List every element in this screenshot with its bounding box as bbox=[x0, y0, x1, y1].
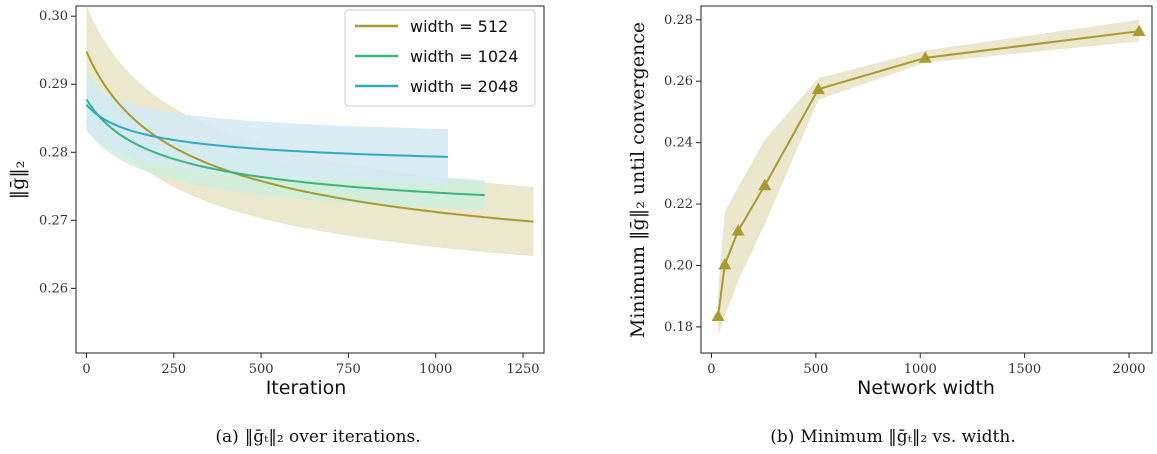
triangle-marker bbox=[718, 258, 732, 270]
x-tick-label: 0 bbox=[707, 362, 715, 377]
x-tick-label: 2000 bbox=[1112, 362, 1145, 377]
legend-label-2: width = 2048 bbox=[410, 77, 518, 96]
y-tick-label: 0.28 bbox=[39, 145, 68, 160]
x-axis-label-b: Network width bbox=[857, 377, 995, 399]
markers-b bbox=[711, 24, 1146, 322]
triangle-marker bbox=[918, 51, 932, 63]
y-axis-label-b: Minimum ‖ḡ‖₂ until convergence bbox=[627, 22, 649, 338]
legend-label-0: width = 512 bbox=[410, 17, 508, 36]
x-tick-label: 0 bbox=[82, 362, 90, 377]
band-series-2 bbox=[86, 78, 448, 185]
y-tick-label: 0.26 bbox=[664, 74, 693, 89]
caption-b-tag: (b) bbox=[770, 427, 794, 447]
x-tick-label: 1500 bbox=[1008, 362, 1041, 377]
x-tick-label: 1000 bbox=[904, 362, 937, 377]
triangle-marker bbox=[758, 178, 772, 191]
panel-a: 0 250 500 750 1000 1250 0.260.270.280.290.30 … bbox=[7, 5, 545, 447]
x-tick-label: 750 bbox=[336, 362, 361, 377]
confidence-bands-a bbox=[86, 5, 534, 257]
line-series-1 bbox=[85, 98, 485, 197]
y-ticks-b: 0.18 0.20 0.22 0.24 0.26 0.28 bbox=[664, 13, 701, 335]
x-tick-label: 500 bbox=[803, 362, 828, 377]
triangle-marker bbox=[711, 309, 725, 322]
y-ticks-a: 0.26 0.27 0.28 0.29 0.30 bbox=[39, 9, 76, 296]
y-tick-label: 0.29 bbox=[39, 77, 68, 92]
panel-b: 0 500 1000 1500 2000 0.18 0.20 0.22 0.24 0.26 0.2… bbox=[627, 5, 1153, 447]
caption-b-text: Minimum ‖ḡₜ‖₂ vs. width. bbox=[800, 427, 1015, 447]
x-tick-label: 250 bbox=[161, 362, 186, 377]
y-tick-label: 0.28 bbox=[664, 13, 693, 28]
line-series-2 bbox=[85, 104, 448, 158]
x-ticks-a: 0 250 500 750 1000 1250 bbox=[82, 353, 540, 377]
x-ticks-b: 0 500 1000 1500 2000 bbox=[707, 353, 1146, 377]
y-tick-label: 0.27 bbox=[39, 213, 68, 228]
y-tick-label: 0.24 bbox=[664, 136, 693, 151]
y-tick-label: 0.20 bbox=[664, 258, 693, 273]
triangle-marker bbox=[1132, 24, 1146, 37]
triangle-marker bbox=[811, 82, 825, 95]
y-tick-label: 0.30 bbox=[39, 9, 68, 24]
x-tick-label: 500 bbox=[249, 362, 274, 377]
caption-a-text: ‖ḡₜ‖₂ over iterations. bbox=[245, 427, 421, 447]
caption-b: (b) Minimum ‖ḡₜ‖₂ vs. width. bbox=[770, 427, 1015, 447]
y-tick-label: 0.26 bbox=[39, 281, 68, 296]
y-axis-label-a: ‖ḡ‖₂ bbox=[7, 161, 29, 200]
triangle-marker bbox=[731, 224, 745, 236]
legend-label-1: width = 1024 bbox=[410, 47, 518, 66]
legend-box bbox=[344, 9, 536, 107]
y-tick-label: 0.22 bbox=[664, 197, 693, 212]
series-lines-a bbox=[85, 51, 534, 223]
caption-a-tag: (a) bbox=[215, 427, 238, 447]
x-tick-label: 1000 bbox=[419, 362, 452, 377]
y-tick-label: 0.18 bbox=[664, 320, 693, 335]
x-axis-label-a: Iteration bbox=[266, 377, 347, 399]
caption-a: (a) ‖ḡₜ‖₂ over iterations. bbox=[215, 427, 420, 447]
x-tick-label: 1250 bbox=[506, 362, 539, 377]
legend-a: width = 512 width = 1024 width = 2048 bbox=[344, 9, 536, 107]
